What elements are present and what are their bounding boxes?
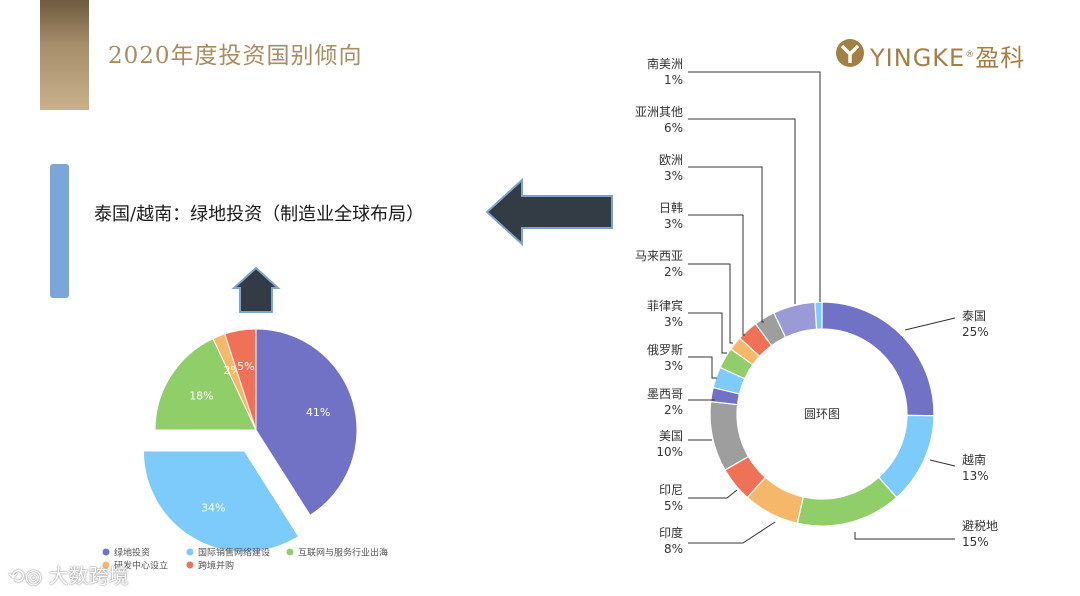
donut-value-label: 13% <box>962 469 989 483</box>
donut-category-label: 泰国 <box>962 309 986 323</box>
title-accent-bar <box>40 0 89 110</box>
donut-value-label: 8% <box>664 542 683 556</box>
donut-value-label: 3% <box>664 169 683 183</box>
donut-slice-1 <box>821 301 935 417</box>
donut-value-label: 5% <box>664 499 683 513</box>
watermark-icon: ⟲◎ <box>8 564 43 588</box>
legend-marker <box>186 561 194 569</box>
legend-marker <box>186 548 194 556</box>
pie-slice-1 <box>255 328 358 516</box>
donut-category-label: 避税地 <box>962 519 998 533</box>
donut-category-label: 印尼 <box>659 483 683 497</box>
donut-slice-14 <box>814 301 823 330</box>
leader-line <box>688 521 776 544</box>
section-marker <box>50 164 69 298</box>
pie-data-label: 34% <box>201 502 225 515</box>
leader-line <box>688 214 745 336</box>
donut-category-label: 俄罗斯 <box>647 343 683 357</box>
donut-category-label: 墨西哥 <box>647 387 683 401</box>
donut-category-label: 菲律宾 <box>647 298 683 313</box>
donut-value-label: 3% <box>664 217 683 231</box>
donut-value-label: 3% <box>664 315 683 329</box>
pie-data-label: 5% <box>237 360 254 373</box>
pie-chart: 41%34%18%2%5% <box>142 328 358 553</box>
leader-line <box>688 356 717 379</box>
pie-slice-2 <box>142 450 300 553</box>
donut-category-label: 南美洲 <box>647 56 683 71</box>
donut-slice-2 <box>877 414 935 499</box>
donut-center-label: 圆环图 <box>804 407 840 421</box>
leader-line <box>688 489 738 499</box>
donut-value-label: 10% <box>656 445 683 459</box>
donut-value-label: 3% <box>664 359 683 373</box>
donut-chart: 泰国 25% 越南 13% 避税地 15% 印度 8% 印尼 5% 美国 10% 墨西哥 2% 俄罗斯 3% 菲… <box>635 56 998 556</box>
donut-category-label: 越南 <box>962 452 986 467</box>
leader-line <box>688 312 727 354</box>
pie-slice-5 <box>224 328 257 431</box>
pie-data-label: 41% <box>306 406 330 419</box>
leader-line <box>688 118 796 304</box>
donut-value-label: 15% <box>962 535 989 549</box>
logo-wordmark: YINGKE®盈科 <box>870 44 1026 72</box>
legend-marker <box>286 548 294 556</box>
page-title: 2020年度投资国别倾向 <box>108 43 363 69</box>
watermark: ⟲◎ 大数跨境 <box>8 564 129 588</box>
donut-value-label: 25% <box>962 325 989 339</box>
leader-line <box>688 166 764 323</box>
legend-label: 互联网与服务行业出海 <box>298 547 388 559</box>
logo-mark-icon <box>836 39 864 67</box>
pie-slice-3 <box>154 337 257 431</box>
donut-category-label: 印度 <box>659 525 683 540</box>
section-subtitle: 泰国/越南：绿地投资（制造业全球布局） <box>94 204 425 225</box>
donut-value-label: 6% <box>664 121 683 135</box>
legend-label: 研发中心设立 <box>114 560 168 572</box>
leader-line <box>688 263 733 344</box>
legend-label: 跨境并购 <box>198 560 234 572</box>
legend-marker <box>102 548 110 556</box>
donut-value-label: 2% <box>664 265 683 279</box>
donut-category-label: 日韩 <box>659 200 683 215</box>
legend-label: 国际销售网络建设 <box>198 547 270 559</box>
donut-value-label: 2% <box>664 403 683 417</box>
donut-category-label: 马来西亚 <box>635 249 683 263</box>
donut-slice-3 <box>796 476 898 527</box>
donut-slice-6 <box>709 400 750 471</box>
leader-line <box>854 532 955 540</box>
leader-line <box>904 317 956 331</box>
donut-category-label: 美国 <box>659 429 683 443</box>
pie-data-label: 18% <box>189 389 213 402</box>
leader-line <box>688 71 821 302</box>
legend-marker <box>102 561 110 569</box>
left-arrow-icon <box>485 177 613 247</box>
brand-logo: YINGKE®盈科 <box>834 34 1049 72</box>
legend-label: 绿地投资 <box>114 547 150 559</box>
up-arrow-icon <box>231 266 281 313</box>
donut-value-label: 1% <box>664 73 683 87</box>
leader-line <box>929 459 956 467</box>
donut-category-label: 欧洲 <box>659 153 683 167</box>
donut-category-label: 亚洲其他 <box>635 105 683 119</box>
